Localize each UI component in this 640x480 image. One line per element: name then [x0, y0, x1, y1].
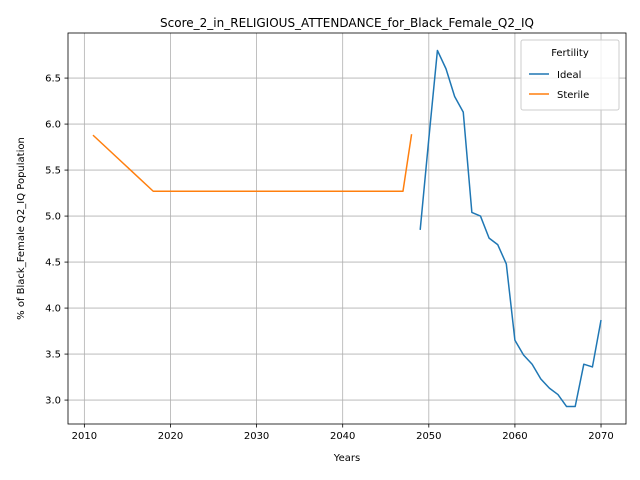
- x-tick-label: 2030: [244, 431, 269, 442]
- series-line-sterile: [92, 134, 413, 192]
- x-tick-label: 2060: [502, 431, 527, 442]
- y-tick-label: 5.0: [45, 212, 61, 223]
- ticks: 2010 2020 2030 2040 2050 2060 2070 3.0 3.5 4.0 4.5…: [45, 74, 614, 442]
- legend-title: Fertility: [551, 48, 589, 59]
- y-tick-label: 6.0: [45, 120, 61, 131]
- y-tick-label: 5.5: [45, 166, 61, 177]
- plot-frame: [67, 32, 627, 425]
- y-tick-label: 3.5: [45, 350, 61, 361]
- y-tick-label: 6.5: [45, 74, 61, 85]
- legend-box: [520, 39, 620, 111]
- x-tick-label: 2050: [416, 431, 441, 442]
- x-tick-label: 2040: [330, 431, 355, 442]
- x-tick-label: 2070: [588, 431, 613, 442]
- series-layer: [92, 49, 602, 408]
- y-axis-label: % of Black_Female Q2_IQ Population: [16, 137, 27, 320]
- x-tick-label: 2020: [158, 431, 183, 442]
- x-tick-label: 2010: [72, 431, 97, 442]
- series-line-ideal: [419, 49, 602, 408]
- legend-label-sterile: Sterile: [557, 90, 589, 101]
- legend: Fertility Ideal Sterile: [520, 39, 620, 111]
- grid: [68, 33, 626, 424]
- y-tick-label: 4.5: [45, 258, 61, 269]
- x-axis-label: Years: [333, 453, 360, 464]
- chart-title: Score_2_in_RELIGIOUS_ATTENDANCE_for_Blac…: [160, 16, 534, 30]
- y-tick-label: 3.0: [45, 396, 61, 407]
- y-tick-label: 4.0: [45, 304, 61, 315]
- legend-label-ideal: Ideal: [557, 70, 581, 81]
